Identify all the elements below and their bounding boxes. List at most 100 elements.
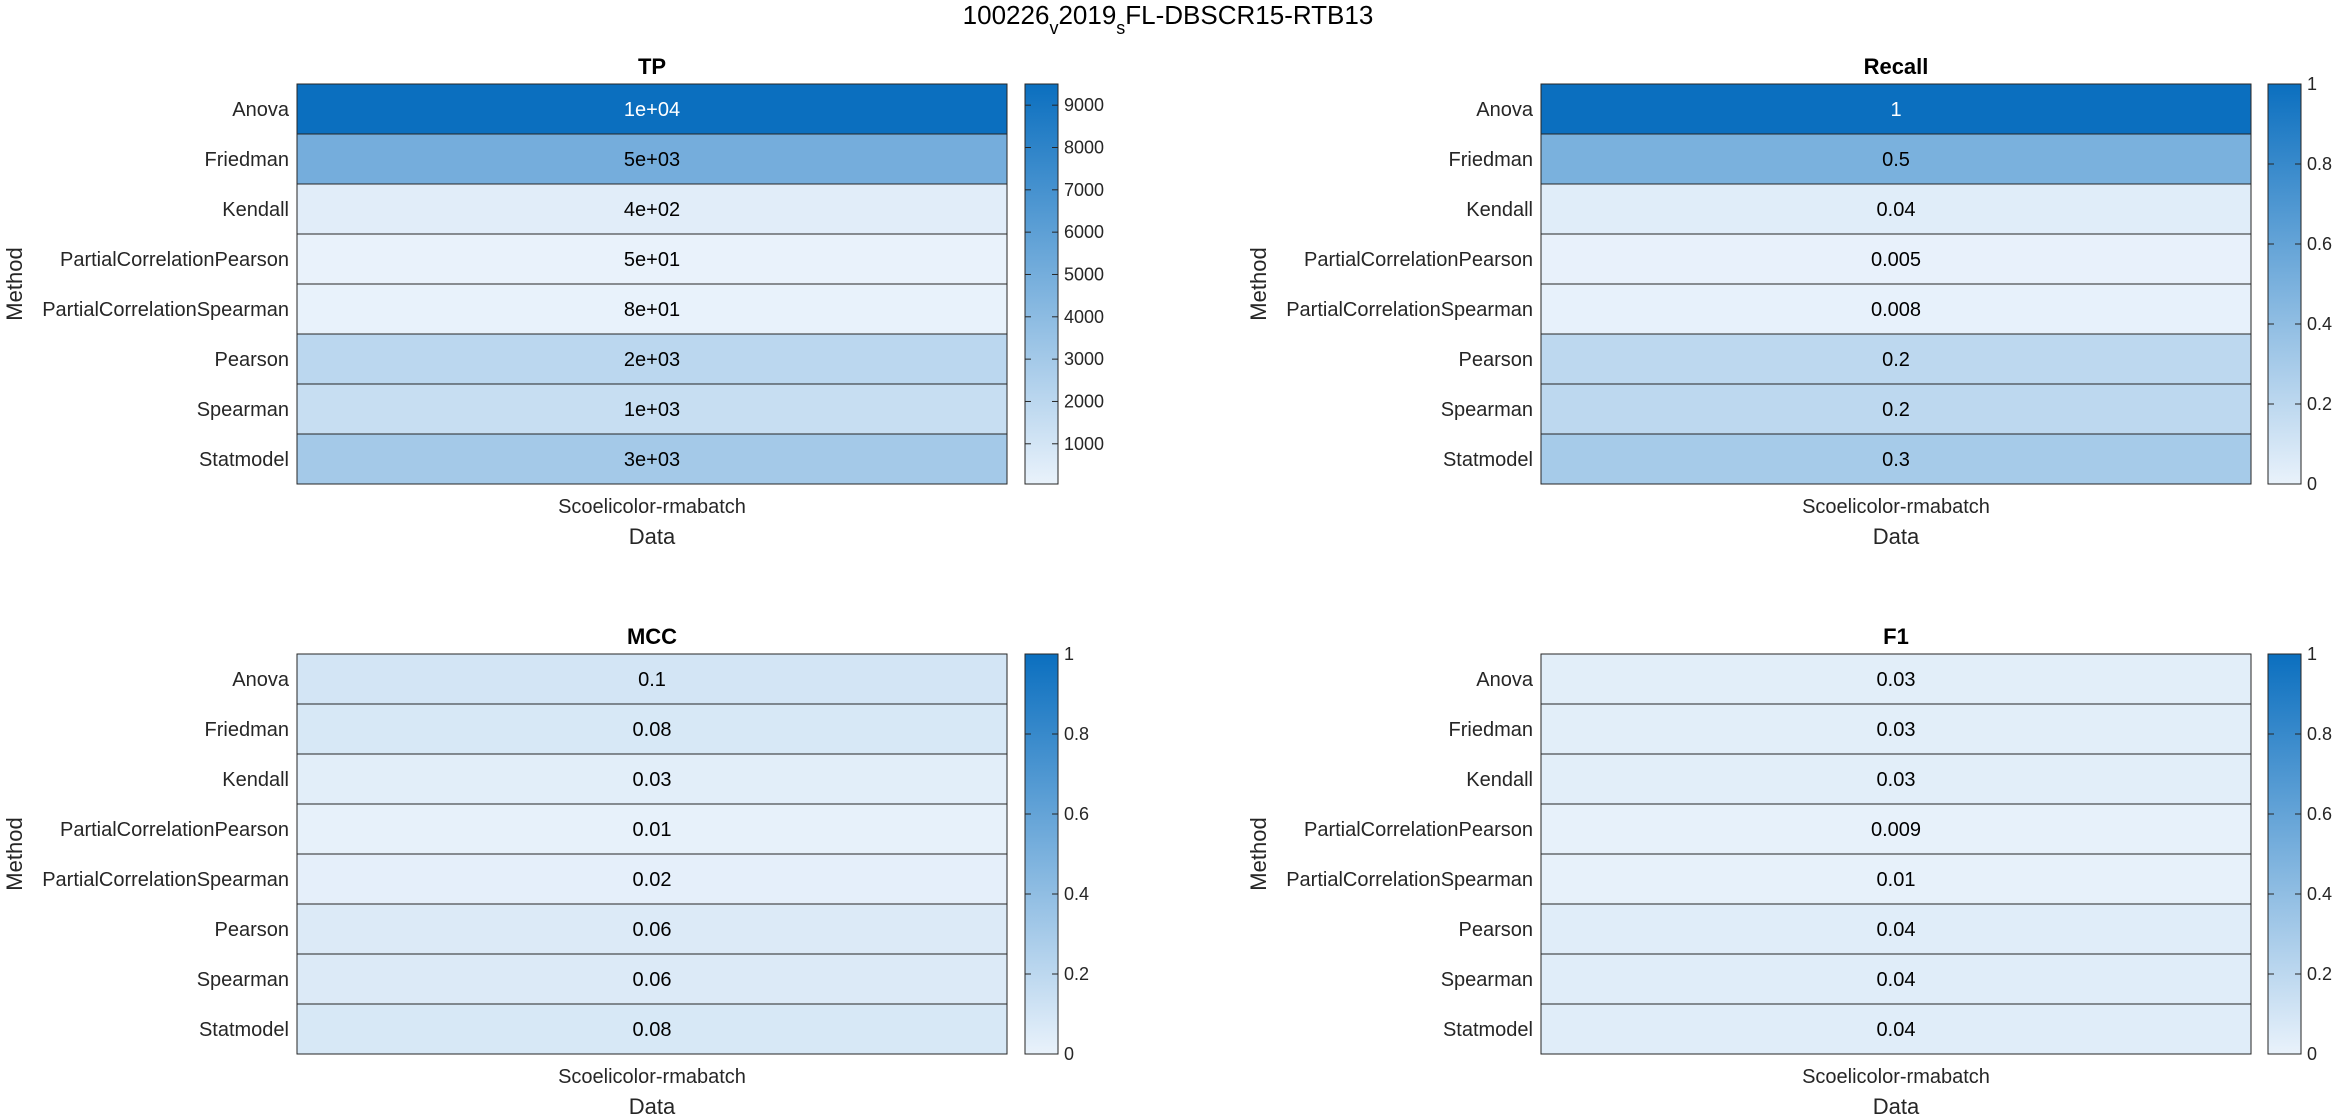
- colorbar-tick-label: 0: [1064, 1044, 1074, 1064]
- cell-value-label: 0.01: [1877, 869, 1916, 891]
- y-tick-label: Anova: [232, 669, 290, 691]
- y-tick-label: Spearman: [1441, 969, 1533, 991]
- colorbar-tick-label: 0.2: [2307, 964, 2332, 984]
- cell-value-label: 0.03: [1877, 769, 1916, 791]
- cell-value-label: 0.3: [1882, 449, 1910, 471]
- y-tick-label: PartialCorrelationSpearman: [42, 299, 289, 321]
- y-tick-label: Spearman: [197, 399, 289, 421]
- colorbar-tick-label: 0.2: [1064, 964, 1089, 984]
- colorbar-tick-label: 0.4: [2307, 884, 2332, 904]
- heatmap-cell: [296, 1003, 1008, 1055]
- cell-value-label: 0.02: [633, 869, 672, 891]
- colorbar-tick-label: 5000: [1064, 264, 1104, 284]
- colorbar-gradient: [2267, 83, 2302, 485]
- cell-value-label: 0.04: [1877, 199, 1916, 221]
- heatmap-panel-tp: TP 1e+04 Anova 5e+03 Friedman 4e+02 Kendall 5e+…: [2, 54, 1104, 549]
- colorbar-tick-label: 0.4: [2307, 314, 2332, 334]
- figure-title-part-3: FL-DBSCR15-RTB13: [1125, 0, 1373, 30]
- colorbar-gradient: [1024, 83, 1059, 485]
- cell-value-label: 1e+04: [624, 99, 680, 121]
- heatmap-cell: [1540, 283, 2252, 335]
- heatmap-cell: [1540, 133, 2252, 185]
- y-tick-label: Statmodel: [199, 1019, 289, 1041]
- cell-value-label: 0.03: [633, 769, 672, 791]
- heatmap-cell: [1540, 183, 2252, 235]
- heatmap-cell: [1540, 753, 2252, 805]
- y-tick-label: Pearson: [215, 349, 290, 371]
- heatmap-cell: [296, 133, 1008, 185]
- x-tick-label: Scoelicolor-rmabatch: [558, 496, 746, 518]
- heatmap-cell: [1540, 703, 2252, 755]
- colorbar-tick-label: 0: [2307, 1044, 2317, 1064]
- heatmap-cell: [1540, 83, 2252, 135]
- cell-value-label: 3e+03: [624, 449, 680, 471]
- heatmap-cell: [296, 903, 1008, 955]
- y-tick-label: PartialCorrelationPearson: [60, 819, 289, 841]
- panels-container: TP 1e+04 Anova 5e+03 Friedman 4e+02 Kendall 5e+…: [2, 54, 2332, 1119]
- colorbar-tick-label: 1: [2307, 74, 2317, 94]
- heatmap-cell: [296, 183, 1008, 235]
- cell-value-label: 0.08: [633, 719, 672, 741]
- cell-value-label: 1: [1890, 99, 1901, 121]
- heatmap-cell: [1540, 903, 2252, 955]
- colorbar-tick-label: 2000: [1064, 391, 1104, 411]
- y-tick-label: Kendall: [1466, 769, 1533, 791]
- figure-title-part-2: 2019: [1058, 0, 1116, 30]
- colorbar-tick-label: 0.4: [1064, 884, 1089, 904]
- colorbar-tick-label: 0.6: [2307, 804, 2332, 824]
- cell-value-label: 0.01: [633, 819, 672, 841]
- colorbar-tick-label: 0.8: [2307, 724, 2332, 744]
- cell-value-label: 0.03: [1877, 669, 1916, 691]
- heatmap-cell: [1540, 653, 2252, 705]
- colorbar-tick-label: 3000: [1064, 349, 1104, 369]
- y-tick-label: Statmodel: [1443, 449, 1533, 471]
- x-axis-label: Data: [1873, 524, 1920, 549]
- y-tick-label: PartialCorrelationSpearman: [1286, 869, 1533, 891]
- y-axis-label: Method: [2, 817, 27, 890]
- colorbar-tick-label: 4000: [1064, 307, 1104, 327]
- cell-value-label: 0.2: [1882, 399, 1910, 421]
- colorbar-tick-label: 1: [1064, 644, 1074, 664]
- panel-title: TP: [638, 54, 666, 79]
- heatmap-cell: [1540, 333, 2252, 385]
- x-axis-label: Data: [629, 524, 676, 549]
- heatmap-cell: [296, 753, 1008, 805]
- colorbar-tick-label: 0.8: [2307, 154, 2332, 174]
- figure-title-part-1: 100226: [963, 0, 1050, 30]
- cell-value-label: 2e+03: [624, 349, 680, 371]
- figure-title: 100226v2019sFL-DBSCR15-RTB13: [963, 0, 1374, 38]
- heatmap-cell: [296, 653, 1008, 705]
- colorbar-tick-label: 9000: [1064, 95, 1104, 115]
- x-axis-label: Data: [1873, 1094, 1920, 1119]
- heatmap-cell: [1540, 953, 2252, 1005]
- y-tick-label: Friedman: [205, 149, 289, 171]
- y-tick-label: Pearson: [1459, 349, 1534, 371]
- cell-value-label: 5e+01: [624, 249, 680, 271]
- heatmap-cell: [296, 803, 1008, 855]
- y-tick-label: Friedman: [1449, 149, 1533, 171]
- heatmap-cell: [296, 333, 1008, 385]
- y-tick-label: Pearson: [1459, 919, 1534, 941]
- heatmap-cell: [296, 703, 1008, 755]
- figure-title-subscript-2: s: [1116, 18, 1125, 38]
- colorbar-tick-label: 0.6: [1064, 804, 1089, 824]
- cell-value-label: 0.06: [633, 919, 672, 941]
- colorbar-tick-label: 0: [2307, 474, 2317, 494]
- colorbar: 1000 2000 3000 4000 5000 6000 7000 8000 9000: [1024, 83, 1104, 485]
- colorbar-tick-label: 6000: [1064, 222, 1104, 242]
- colorbar-tick-label: 8000: [1064, 137, 1104, 157]
- y-tick-label: Kendall: [222, 199, 289, 221]
- cell-value-label: 0.04: [1877, 1019, 1916, 1041]
- heatmap-panel-f1: F1 0.03 Anova 0.03 Friedman 0.03 Kendall 0.009 P…: [1246, 624, 2332, 1119]
- y-tick-label: Friedman: [205, 719, 289, 741]
- y-tick-label: Anova: [232, 99, 290, 121]
- y-tick-label: Statmodel: [1443, 1019, 1533, 1041]
- heatmap-cell: [1540, 1003, 2252, 1055]
- figure-title-subscript-1: v: [1049, 18, 1058, 38]
- colorbar-gradient: [2267, 653, 2302, 1055]
- colorbar: 0 0.2 0.4 0.6 0.8 1: [2267, 644, 2332, 1064]
- heatmap-panel-recall: Recall 1 Anova 0.5 Friedman 0.04 Kendall 0.005 P…: [1246, 54, 2332, 549]
- x-tick-label: Scoelicolor-rmabatch: [1802, 496, 1990, 518]
- cell-value-label: 0.03: [1877, 719, 1916, 741]
